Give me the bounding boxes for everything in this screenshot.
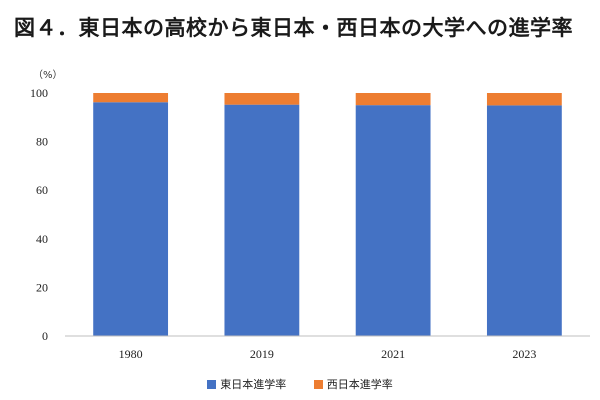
bar-east (355, 105, 431, 337)
bar-east (93, 102, 169, 336)
bar-east (224, 104, 300, 336)
x-tick-label: 2023 (512, 347, 536, 361)
y-tick-label: 40 (36, 232, 48, 246)
y-tick-label: 100 (30, 86, 48, 100)
bar-west (93, 93, 169, 103)
bar-west (486, 93, 562, 106)
legend-label-east: 東日本進学率 (220, 378, 287, 391)
bar-west (224, 93, 300, 105)
y-axis-unit-label: （%） (33, 70, 63, 81)
bar-west (355, 93, 431, 106)
y-tick-label: 60 (36, 183, 48, 197)
legend-swatch-west (313, 379, 323, 389)
x-tick-label: 1980 (119, 347, 143, 361)
y-tick-label: 80 (36, 135, 48, 149)
legend-item-west: 西日本進学率 (313, 376, 393, 392)
y-tick-label: 20 (36, 280, 48, 294)
x-tick-label: 2019 (250, 347, 274, 361)
x-tick-label: 2021 (381, 347, 405, 361)
legend-item-east: 東日本進学率 (207, 376, 286, 392)
y-tick-label: 0 (42, 329, 48, 343)
chart-title: 図４．東日本の高校から東日本・西日本の大学への進学率 (14, 16, 573, 40)
legend-swatch-east (207, 379, 217, 389)
legend: 東日本進学率 西日本進学率 (0, 376, 600, 392)
bar-east (486, 105, 562, 336)
legend-label-west: 西日本進学率 (326, 378, 393, 391)
